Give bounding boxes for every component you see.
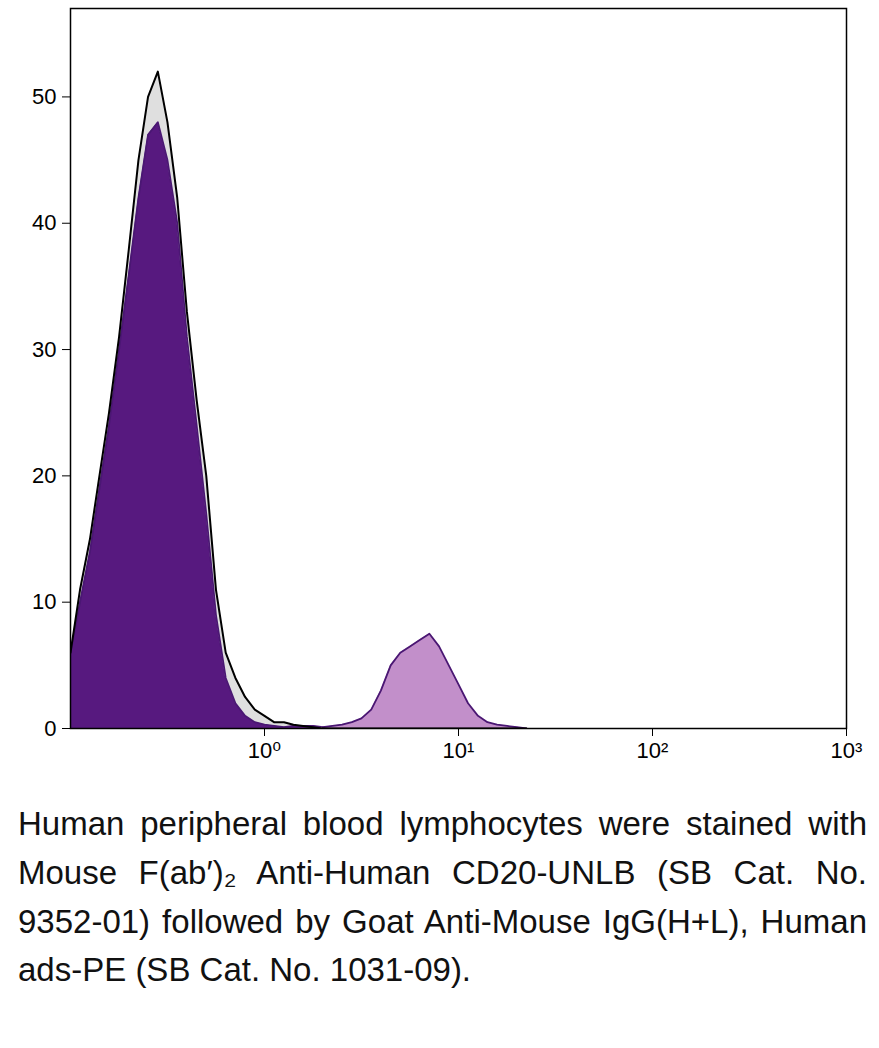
svg-text:10⁰: 10⁰ bbox=[248, 738, 281, 763]
html-text:Human peripheral blood lymphoc: Human peripheral blood lymphocytes were … bbox=[18, 805, 867, 989]
svg-text:20: 20 bbox=[32, 463, 56, 488]
svg-text:10¹: 10¹ bbox=[443, 738, 475, 763]
svg-text:10³: 10³ bbox=[831, 738, 863, 763]
svg-text:0: 0 bbox=[44, 716, 56, 741]
svg-text:30: 30 bbox=[32, 337, 56, 362]
svg-text:10: 10 bbox=[32, 589, 56, 614]
svg-text:50: 50 bbox=[32, 84, 56, 109]
svg-text:40: 40 bbox=[32, 210, 56, 235]
svg-text:10²: 10² bbox=[637, 738, 669, 763]
